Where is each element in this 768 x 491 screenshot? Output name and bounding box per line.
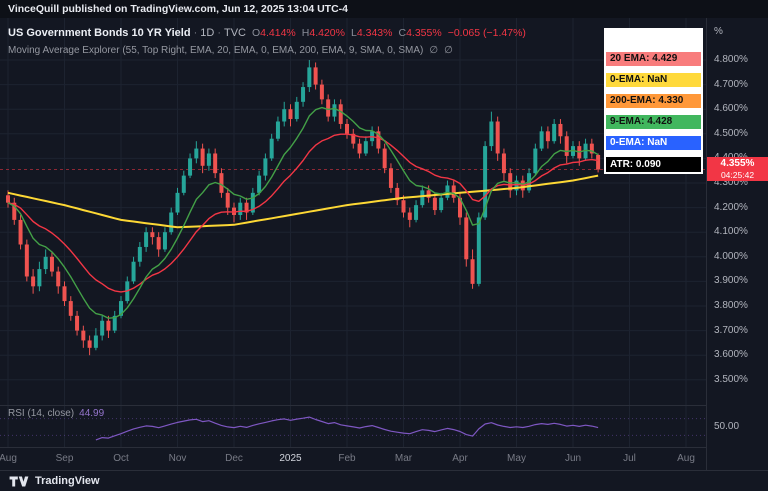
- legend-row-4: 9-EMA: 4.428: [606, 115, 701, 129]
- indicator-values-panel: 20 EMA: 4.429 0-EMA: NaN 200-EMA: 4.330 9-E…: [604, 28, 703, 174]
- time-scale-label: Mar: [394, 453, 413, 464]
- last-price-tag: 4.355% 04:25:42: [707, 157, 768, 182]
- price-scale-label: 4.700%: [714, 78, 748, 90]
- rsi-line: [95, 416, 599, 441]
- legend-spacer: [606, 30, 701, 52]
- price-scale-label: 4.800%: [714, 54, 748, 65]
- last-price-value: 4.355%: [720, 158, 755, 170]
- price-scale-label: 3.600%: [714, 349, 748, 361]
- time-scale-label: Sep: [55, 453, 74, 464]
- time-scale-label: Nov: [168, 453, 187, 464]
- footer-bar: TradingView: [0, 470, 768, 491]
- price-scale-label: 4.200%: [714, 201, 748, 213]
- bar-close-countdown: 04:25:42: [720, 170, 755, 181]
- time-scale-label: Apr: [452, 453, 468, 464]
- price-scale-label: 4.600%: [714, 103, 748, 115]
- time-scale-label: Feb: [338, 453, 356, 464]
- price-scale-label: 3.900%: [714, 275, 748, 287]
- price-grid: [0, 18, 706, 405]
- main-price-pane[interactable]: [0, 18, 706, 405]
- price-scale[interactable]: 4.355% 04:25:42 % 4.800% 4.700% 4.600% 4.500…: [706, 18, 768, 470]
- tradingview-logo-icon[interactable]: [9, 475, 29, 488]
- price-scale-label: 4.300%: [714, 177, 748, 188]
- ema20-line: [7, 133, 599, 293]
- price-scale-label: 3.500%: [714, 373, 748, 385]
- publish-text: VinceQuill published on TradingView.com,…: [8, 3, 348, 15]
- rsi-grid: [7, 406, 687, 448]
- legend-row-5: 0-EMA: NaN: [606, 136, 701, 150]
- ema200-line: [7, 174, 599, 229]
- legend-row-2: 0-EMA: NaN: [606, 73, 701, 87]
- legend-row-1: 20 EMA: 4.429: [606, 52, 701, 66]
- time-scale-label: Aug: [677, 453, 695, 464]
- time-scale-label: Oct: [113, 453, 129, 464]
- publish-bar: VinceQuill published on TradingView.com,…: [0, 0, 768, 18]
- rsi-pane[interactable]: [0, 405, 706, 448]
- price-scale-label: 3.700%: [714, 324, 748, 336]
- time-scale-label: 2025: [279, 453, 302, 464]
- price-scale-unit: %: [714, 26, 723, 37]
- price-scale-label: 4.000%: [714, 250, 748, 262]
- tradingview-brand-text[interactable]: TradingView: [35, 475, 100, 487]
- time-scale-label: Dec: [225, 453, 243, 464]
- time-scale-label: Aug: [0, 453, 17, 464]
- time-scale[interactable]: Aug Sep Oct Nov Dec 2025 Feb Mar Apr May Jun Jul Aug: [0, 447, 706, 470]
- ema9-line: [7, 106, 599, 319]
- legend-row-3: 200-EMA: 4.330: [606, 94, 701, 108]
- price-scale-label: 4.500%: [714, 127, 748, 139]
- time-scale-label: Jun: [564, 453, 582, 464]
- time-scale-label: May: [507, 453, 526, 464]
- legend-row-6: ATR: 0.090: [606, 157, 701, 172]
- rsi-level-lines: [0, 418, 706, 436]
- time-scale-label: Jul: [623, 453, 636, 464]
- price-scale-label: 3.800%: [714, 300, 748, 311]
- price-scale-label: 4.100%: [714, 226, 748, 238]
- rsi-scale-label: 50.00: [714, 421, 740, 432]
